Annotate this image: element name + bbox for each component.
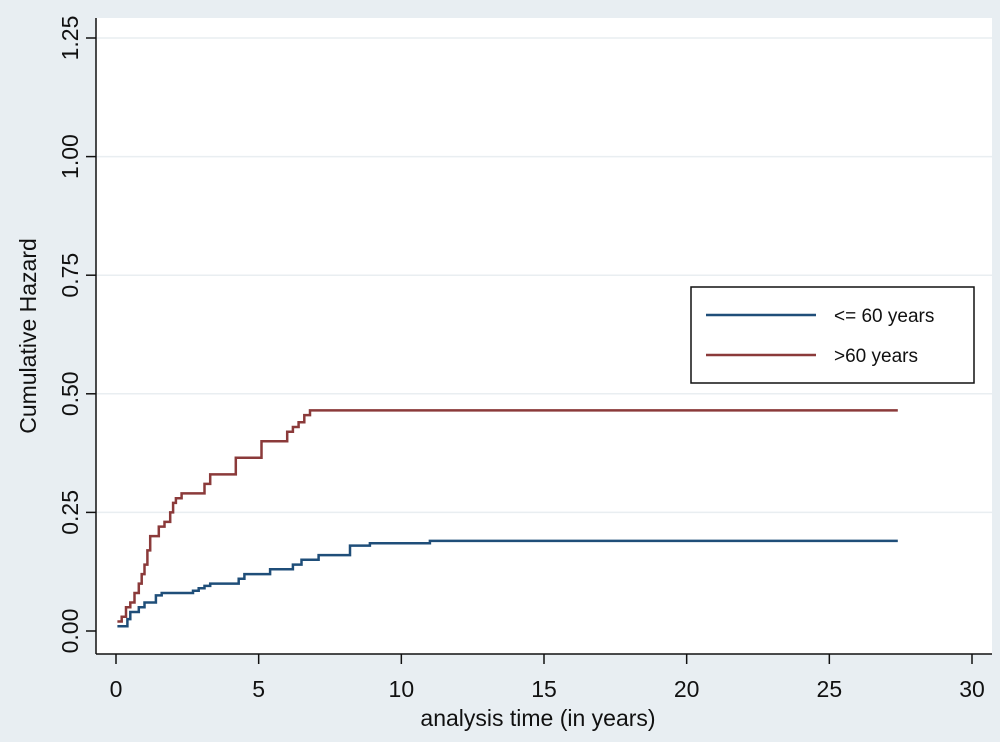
legend-label-series-2: >60 years — [834, 346, 918, 367]
legend: <= 60 years >60 years — [690, 286, 975, 384]
x-axis-title: analysis time (in years) — [420, 705, 655, 731]
x-tick-label-3: 15 — [531, 676, 557, 702]
x-tick-label-2: 10 — [389, 676, 415, 702]
x-tick-label-6: 30 — [959, 676, 985, 702]
y-ticks: 0.00 0.25 0.50 0.75 1.00 1.25 — [57, 16, 96, 654]
y-axis-title: Cumulative Hazard — [15, 238, 41, 434]
x-tick-label-1: 5 — [252, 676, 265, 702]
x-tick-label-0: 0 — [110, 676, 123, 702]
legend-label-series-1: <= 60 years — [834, 306, 934, 327]
series-layer — [117, 409, 898, 628]
legend-box — [690, 286, 975, 384]
gridlines — [96, 37, 992, 514]
x-tick-label-4: 20 — [674, 676, 700, 702]
series-line-1 — [117, 539, 898, 628]
x-ticks: 0 5 10 15 20 25 30 — [110, 654, 985, 702]
y-tick-label-2: 0.50 — [57, 371, 83, 416]
y-tick-label-3: 0.75 — [57, 253, 83, 298]
series-line-2 — [117, 409, 898, 623]
y-tick-label-5: 1.25 — [57, 16, 83, 61]
y-tick-label-0: 0.00 — [57, 609, 83, 654]
y-tick-label-4: 1.00 — [57, 134, 83, 179]
x-tick-label-5: 25 — [817, 676, 843, 702]
y-tick-label-1: 0.25 — [57, 490, 83, 535]
